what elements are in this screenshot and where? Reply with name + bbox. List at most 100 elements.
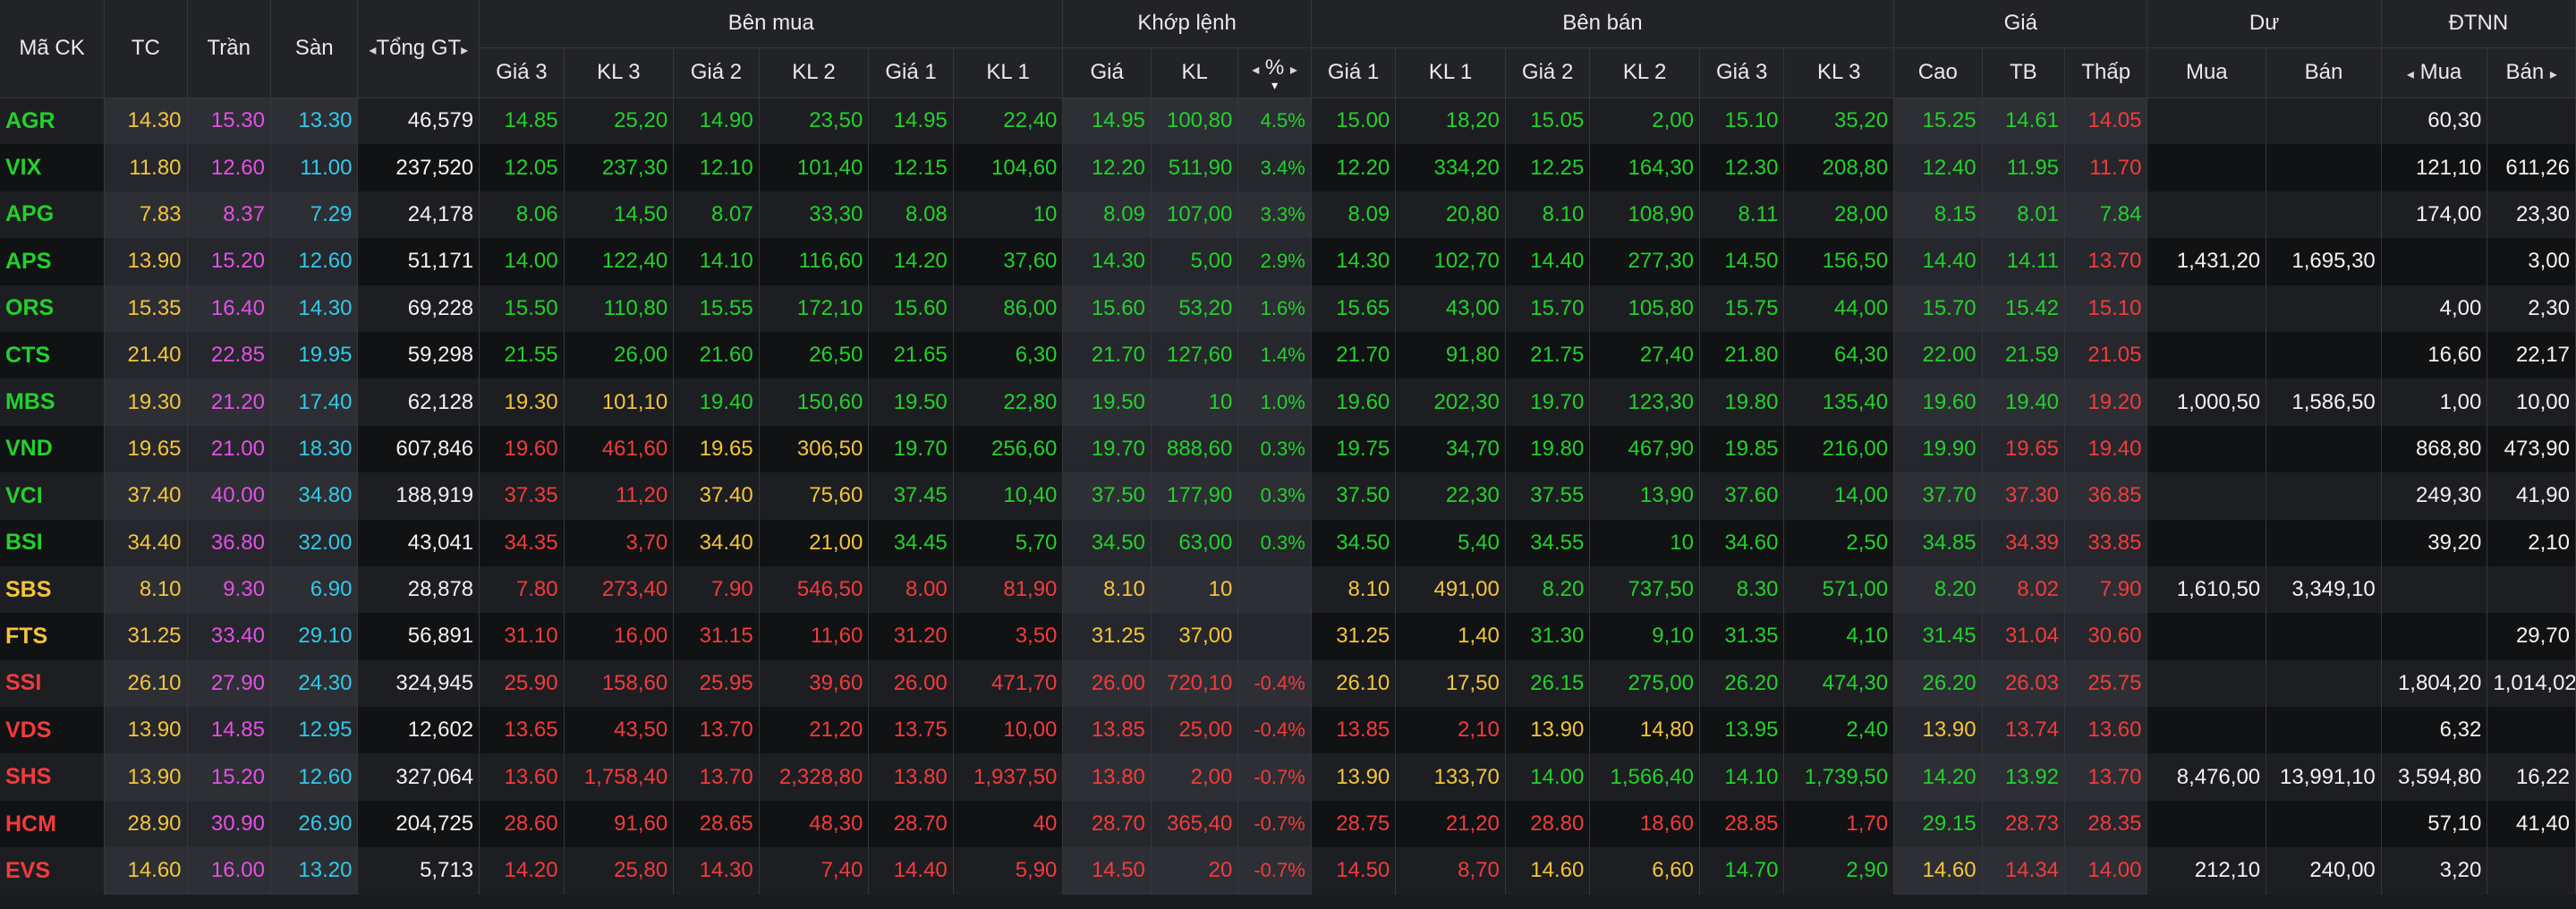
cell-symbol[interactable]: APS <box>0 238 106 285</box>
cell-symbol[interactable]: ORS <box>0 285 106 332</box>
col-buy-price2-header[interactable]: Giá 2 <box>673 47 760 98</box>
cell-ref: 13.90 <box>104 753 188 801</box>
cell-buy-vol2: 2,328,80 <box>759 753 870 801</box>
cell-rem-buy <box>2147 800 2267 848</box>
col-sell-price3-header[interactable]: Giá 3 <box>1699 47 1785 98</box>
cell-match-vol: 888,60 <box>1151 425 1239 473</box>
col-match-pct-header[interactable]: ◂ % ▸ ▾ <box>1237 47 1312 98</box>
cell-symbol[interactable]: MBS <box>0 378 106 426</box>
table-row[interactable]: SSI 26.10 27.90 24.30 324,945 25.90 158,60 25.9… <box>0 659 2576 708</box>
cell-rem-sell <box>2266 613 2382 660</box>
foreign-right-icon[interactable]: ▸ <box>2549 67 2557 82</box>
cell-buy-vol3: 43,50 <box>564 707 675 754</box>
col-sell-vol3-header[interactable]: KL 3 <box>1783 47 1895 98</box>
col-match-vol-header[interactable]: KL <box>1151 47 1239 98</box>
col-sell-vol1-header[interactable]: KL 1 <box>1395 47 1506 98</box>
table-row[interactable]: CTS 21.40 22.85 19.95 59,298 21.55 26,00 21.60 2… <box>0 331 2576 379</box>
cell-symbol[interactable]: SHS <box>0 753 106 801</box>
col-rem-sell-header[interactable]: Bán <box>2266 47 2382 98</box>
cell-symbol[interactable]: AGR <box>0 98 106 145</box>
col-buy-price3-header[interactable]: Giá 3 <box>479 47 565 98</box>
cell-rem-sell <box>2266 191 2382 239</box>
table-row[interactable]: ORS 15.35 16.40 14.30 69,228 15.50 110,80 15.55… <box>0 285 2576 332</box>
cell-avg: 14.11 <box>1982 238 2066 285</box>
col-sell-vol2-header[interactable]: KL 2 <box>1589 47 1700 98</box>
cell-symbol[interactable]: SSI <box>0 659 106 708</box>
col-buy-vol3-header[interactable]: KL 3 <box>564 47 675 98</box>
col-ceil-header[interactable]: Trần <box>187 0 271 98</box>
cell-foreign-buy <box>2381 238 2488 285</box>
sort-desc-icon[interactable]: ▾ <box>1271 78 1279 92</box>
col-avg-header[interactable]: TB <box>1982 47 2066 98</box>
col-sell-price1-header[interactable]: Giá 1 <box>1311 47 1397 98</box>
cell-sell-price1: 31.25 <box>1311 613 1397 660</box>
col-ref-header[interactable]: TC <box>104 0 188 98</box>
table-row[interactable]: EVS 14.60 16.00 13.20 5,713 14.20 25,80 14.30 7,… <box>0 847 2576 895</box>
cell-symbol[interactable]: VIX <box>0 144 106 191</box>
col-high-header[interactable]: Cao <box>1893 47 1983 98</box>
cell-high: 8.20 <box>1893 565 1983 614</box>
col-sell-price2-header[interactable]: Giá 2 <box>1505 47 1591 98</box>
cell-sell-vol3: 135,40 <box>1783 378 1895 426</box>
col-buy-vol1-header[interactable]: KL 1 <box>953 47 1064 98</box>
cell-buy-price1: 34.45 <box>868 519 954 566</box>
cell-symbol[interactable]: HCM <box>0 800 106 848</box>
pct-left-icon[interactable]: ◂ <box>1252 63 1260 78</box>
table-row[interactable]: VND 19.65 21.00 18.30 607,846 19.60 461,60 19.6… <box>0 425 2576 473</box>
pct-right-icon[interactable]: ▸ <box>1289 63 1297 78</box>
col-total-value-header[interactable]: ◂Tổng GT▸ <box>357 0 480 98</box>
table-row[interactable]: SBS 8.10 9.30 6.90 28,878 7.80 273,40 7.90 546,5… <box>0 565 2576 614</box>
cell-symbol[interactable]: BSI <box>0 519 106 566</box>
table-row[interactable]: HCM 28.90 30.90 26.90 204,725 28.60 91,60 28.65… <box>0 800 2576 848</box>
col-floor-header[interactable]: Sàn <box>270 0 359 98</box>
cell-sell-vol3: 2,90 <box>1783 847 1895 895</box>
cell-symbol[interactable]: CTS <box>0 331 106 379</box>
table-row[interactable]: APS 13.90 15.20 12.60 51,171 14.00 122,40 14.10… <box>0 238 2576 285</box>
cell-high: 19.90 <box>1893 425 1983 473</box>
table-row[interactable]: AGR 14.30 15.30 13.30 46,579 14.85 25,20 14.90 2… <box>0 98 2576 145</box>
table-row[interactable]: BSI 34.40 36.80 32.00 43,041 34.35 3,70 34.40 21… <box>0 519 2576 566</box>
col-symbol-header[interactable]: Mã CK <box>0 0 106 98</box>
cell-sell-vol2: 6,60 <box>1589 847 1700 895</box>
col-foreign-sell-header[interactable]: Bán ▸ <box>2487 47 2576 98</box>
cell-buy-price2: 13.70 <box>673 753 760 801</box>
table-row[interactable]: FTS 31.25 33.40 29.10 56,891 31.10 16,00 31.15 1… <box>0 613 2576 660</box>
cell-match-vol: 10 <box>1151 378 1239 426</box>
cell-symbol[interactable]: VCI <box>0 472 106 520</box>
table-row[interactable]: SHS 13.90 15.20 12.60 327,064 13.60 1,758,40 13… <box>0 753 2576 801</box>
cell-total-value: 62,128 <box>357 378 480 426</box>
cell-symbol[interactable]: VDS <box>0 707 106 754</box>
col-buy-vol2-header[interactable]: KL 2 <box>759 47 870 98</box>
cell-sell-vol3: 35,20 <box>1783 98 1895 145</box>
scroll-left-icon[interactable]: ◂ <box>369 43 377 59</box>
cell-match-price: 21.70 <box>1062 331 1152 379</box>
cell-symbol[interactable]: VND <box>0 425 106 473</box>
cell-sell-vol3: 2,50 <box>1783 519 1895 566</box>
foreign-left-icon[interactable]: ◂ <box>2406 67 2414 82</box>
cell-symbol[interactable]: EVS <box>0 847 106 895</box>
cell-total-value: 51,171 <box>357 238 480 285</box>
cell-sell-vol1: 20,80 <box>1395 191 1506 239</box>
col-rem-buy-header[interactable]: Mua <box>2147 47 2267 98</box>
table-row[interactable]: VDS 13.90 14.85 12.95 12,602 13.65 43,50 13.70 2… <box>0 707 2576 754</box>
col-buy-price1-header[interactable]: Giá 1 <box>868 47 954 98</box>
col-match-price-header[interactable]: Giá <box>1062 47 1152 98</box>
cell-symbol[interactable]: SBS <box>0 565 106 614</box>
cell-floor: 12.60 <box>270 238 359 285</box>
cell-floor: 12.95 <box>270 707 359 754</box>
table-row[interactable]: VIX 11.80 12.60 11.00 237,520 12.05 237,30 12.1… <box>0 144 2576 191</box>
cell-symbol[interactable]: FTS <box>0 613 106 660</box>
table-row[interactable]: APG 7.83 8.37 7.29 24,178 8.06 14,50 8.07 33,30 8… <box>0 191 2576 239</box>
table-row[interactable]: MBS 19.30 21.20 17.40 62,128 19.30 101,10 19.40… <box>0 378 2576 426</box>
cell-rem-buy: 8,476,00 <box>2147 753 2267 801</box>
cell-avg: 26.03 <box>1982 659 2066 708</box>
cell-ref: 13.90 <box>104 707 188 754</box>
scroll-right-icon[interactable]: ▸ <box>461 43 469 59</box>
col-low-header[interactable]: Thấp <box>2064 47 2148 98</box>
cell-buy-vol1: 1,937,50 <box>953 753 1064 801</box>
cell-symbol[interactable]: APG <box>0 191 106 239</box>
cell-match-pct: 2.9% <box>1237 238 1312 285</box>
cell-match-vol: 2,00 <box>1151 753 1239 801</box>
table-row[interactable]: VCI 37.40 40.00 34.80 188,919 37.35 11,20 37.40… <box>0 472 2576 520</box>
col-foreign-buy-header[interactable]: ◂ Mua <box>2381 47 2488 98</box>
